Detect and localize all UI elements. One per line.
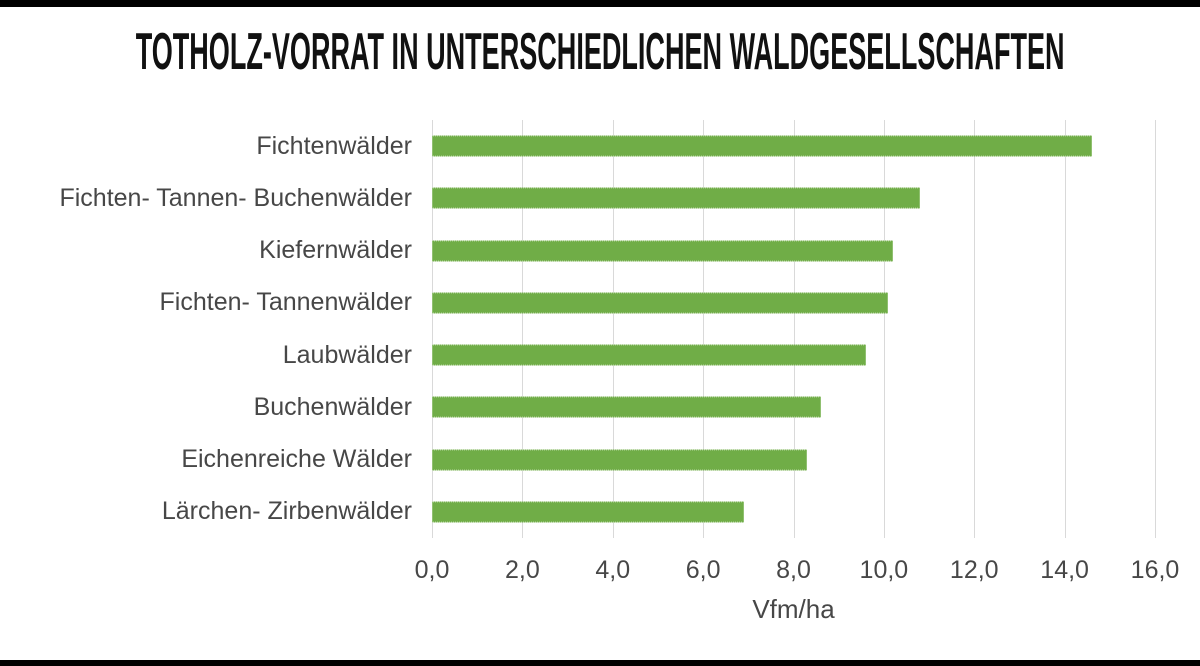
bar [432,501,744,523]
x-axis-title: Vfm/ha [752,594,835,624]
category-label: Eichenreiche Wälder [181,445,412,474]
category-label: Lärchen- Zirbenwälder [161,497,412,526]
x-axis-tick-label: 8,0 [776,556,811,584]
x-axis-tick-label: 0,0 [414,556,450,584]
bar-row [432,434,1155,486]
x-axis-tick-label: 4,0 [595,556,631,584]
category-label: Fichtenwälder [256,131,412,160]
chart-title: TOTHOLZ-VORRAT IN UNTERSCHIEDLICHEN WALD… [135,23,1065,81]
bar [432,187,921,209]
category-label: Laubwälder [282,340,412,369]
bottom-border-bar [0,660,1200,666]
plot-area [432,120,1156,538]
bar [432,396,821,418]
gridline [974,120,976,538]
bar-row [432,120,1155,172]
gridline [612,120,614,538]
chart-title-container: TOTHOLZ-VORRAT IN UNTERSCHIEDLICHEN WALD… [0,26,1200,78]
x-axis-tick-labels: 0,0 2,0 4,0 6,0 8,0 10,0 12,0 14,0 16,0 [415,556,1180,586]
gridline [522,120,524,538]
bar-row [432,329,1155,381]
bar [432,135,1092,157]
bar-row [432,277,1155,329]
x-axis-tick-label: 12,0 [949,556,999,584]
category-label: Kiefernwälder [259,236,412,265]
bar-row [432,172,1155,224]
x-axis-tick-label: 2,0 [504,556,540,584]
gridline [703,120,705,538]
bar-row [432,486,1155,538]
bar-group [432,120,1155,538]
category-label: Fichten- Tannen- Buchenwälder [59,183,412,212]
bar [432,344,866,366]
x-axis-tick-label: 14,0 [1040,556,1089,584]
bar-row [432,381,1155,433]
x-axis-tick-label: 6,0 [685,556,721,584]
y-axis-category-labels: Fichtenwälder Fichten- Tannen- Buchenwäld… [0,120,412,538]
gridline [1155,120,1156,538]
category-label: Buchenwälder [253,392,412,421]
x-axis-tick-label: 10,0 [859,556,909,584]
x-axis-tick-label: 16,0 [1130,556,1180,584]
top-border-bar [0,0,1200,7]
bar-row [432,225,1155,277]
bar [432,449,808,471]
gridline [432,120,433,538]
gridline [1064,120,1066,538]
gridline [793,120,795,538]
category-label: Fichten- Tannenwälder [159,288,412,317]
gridline [883,120,885,538]
bar [432,292,889,314]
bar [432,240,893,262]
